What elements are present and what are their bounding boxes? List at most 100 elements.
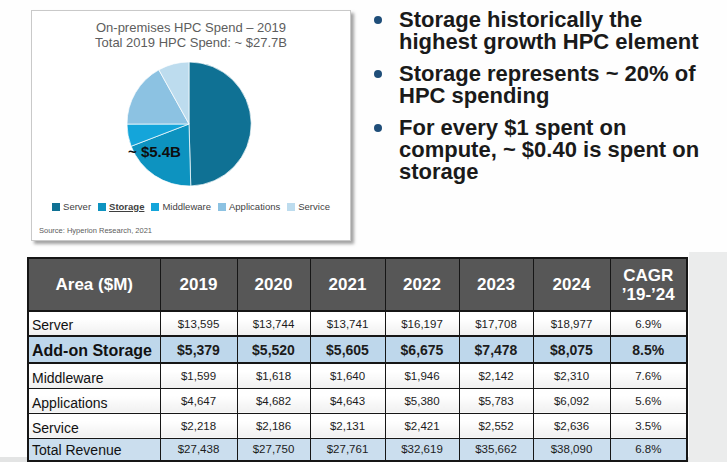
pie-title-line1: On-premises HPC Spend – 2019 <box>32 21 350 36</box>
storage-value-callout: ~ $5.4B <box>128 143 181 160</box>
legend-item-server: Server <box>52 201 91 212</box>
legend-label: Storage <box>109 201 144 212</box>
legend-swatch-icon <box>287 203 295 211</box>
legend-label: Middleware <box>162 201 211 212</box>
column-header-2020: 2020 <box>237 258 310 311</box>
pie-chart-title: On-premises HPC Spend – 2019 Total 2019 … <box>32 21 350 50</box>
cell-value: $2,552 <box>459 413 533 438</box>
cell-value: $2,142 <box>459 363 533 388</box>
cell-value: $1,618 <box>237 363 310 388</box>
slide: On-premises HPC Spend – 2019 Total 2019 … <box>0 0 727 462</box>
cell-value: $18,977 <box>533 311 610 336</box>
cell-value: $2,421 <box>385 413 459 438</box>
cell-value: $1,640 <box>310 363 385 388</box>
cell-value: $2,310 <box>533 363 610 388</box>
column-header-area-m-: Area ($M) <box>28 258 160 311</box>
table-row-server: Server$13,595$13,744$13,741$16,197$17,70… <box>28 311 687 336</box>
source-note: Source: Hyperion Research, 2021 <box>39 226 152 235</box>
bullet-icon <box>374 124 382 132</box>
cell-cagr: 7.6% <box>610 363 687 388</box>
cell-cagr: 8.5% <box>610 336 687 363</box>
legend-label: Service <box>298 201 330 212</box>
bullet-icon <box>374 16 382 24</box>
cell-value: $27,750 <box>237 438 310 461</box>
cell-value: $2,218 <box>160 413 237 438</box>
bullet-icon <box>374 70 382 78</box>
cell-area: Middleware <box>28 363 160 388</box>
pie-legend: Server Storage Middleware Applications Servi… <box>32 201 350 212</box>
bullet-text: Storage represents ~ 20% of HPC spending <box>399 61 696 108</box>
bullet-text: For every $1 spent on compute, ~ $0.40 i… <box>399 115 699 184</box>
cell-value: $1,599 <box>160 363 237 388</box>
legend-swatch-icon <box>98 203 106 211</box>
bullet-item-2: Storage represents ~ 20% of HPC spending <box>368 63 720 107</box>
cell-area: Service <box>28 413 160 438</box>
cell-cagr: 5.6% <box>610 388 687 413</box>
legend-item-middleware: Middleware <box>151 201 211 212</box>
cell-area: Server <box>28 311 160 336</box>
cell-value: $38,090 <box>533 438 610 461</box>
column-header-cagr: CAGR ’19-’24 <box>610 258 687 311</box>
cell-value: $4,682 <box>237 388 310 413</box>
table-row-total-revenue: Total Revenue$27,438$27,750$27,761$32,61… <box>28 438 687 461</box>
cell-value: $5,520 <box>237 336 310 363</box>
cell-cagr: 6.8% <box>610 438 687 461</box>
column-header-2024: 2024 <box>533 258 610 311</box>
legend-item-service: Service <box>287 201 330 212</box>
cell-area: Applications <box>28 388 160 413</box>
column-header-2023: 2023 <box>459 258 533 311</box>
cell-value: $6,675 <box>385 336 459 363</box>
cell-value: $2,131 <box>310 413 385 438</box>
cell-value: $5,783 <box>459 388 533 413</box>
cell-value: $17,708 <box>459 311 533 336</box>
cell-area: Total Revenue <box>28 438 160 461</box>
bullet-text: Storage historically the highest growth … <box>399 7 698 54</box>
cell-value: $7,478 <box>459 336 533 363</box>
cell-value: $32,619 <box>385 438 459 461</box>
table-row-add-on-storage: Add-on Storage$5,379$5,520$5,605$6,675$7… <box>28 336 687 363</box>
cell-value: $5,605 <box>310 336 385 363</box>
cell-value: $4,647 <box>160 388 237 413</box>
cell-value: $4,643 <box>310 388 385 413</box>
pie-chart-panel: On-premises HPC Spend – 2019 Total 2019 … <box>31 10 351 241</box>
bullet-item-1: Storage historically the highest growth … <box>368 9 720 53</box>
hpc-spend-table: Area ($M)201920202021202220232024CAGR ’1… <box>27 257 688 462</box>
cell-cagr: 3.5% <box>610 413 687 438</box>
column-header-2021: 2021 <box>310 258 385 311</box>
bullet-list: Storage historically the highest growth … <box>368 9 720 193</box>
cell-value: $2,636 <box>533 413 610 438</box>
right-edge-shade <box>689 252 727 462</box>
table-header-row: Area ($M)201920202021202220232024CAGR ’1… <box>28 258 687 311</box>
legend-item-applications: Applications <box>218 201 280 212</box>
legend-swatch-icon <box>218 203 226 211</box>
cell-value: $8,075 <box>533 336 610 363</box>
cell-area: Add-on Storage <box>28 336 160 363</box>
legend-swatch-icon <box>151 203 159 211</box>
column-header-2019: 2019 <box>160 258 237 311</box>
cell-value: $5,379 <box>160 336 237 363</box>
cell-value: $13,741 <box>310 311 385 336</box>
pie-slice-server <box>189 62 251 186</box>
column-header-2022: 2022 <box>385 258 459 311</box>
cell-value: $2,186 <box>237 413 310 438</box>
legend-swatch-icon <box>52 203 60 211</box>
cell-cagr: 6.9% <box>610 311 687 336</box>
pie-title-line2: Total 2019 HPC Spend: ~ $27.7B <box>32 36 350 51</box>
cell-value: $16,197 <box>385 311 459 336</box>
cell-value: $13,595 <box>160 311 237 336</box>
cell-value: $6,092 <box>533 388 610 413</box>
table-row-middleware: Middleware$1,599$1,618$1,640$1,946$2,142… <box>28 363 687 388</box>
table-row-applications: Applications$4,647$4,682$4,643$5,380$5,7… <box>28 388 687 413</box>
cell-value: $5,380 <box>385 388 459 413</box>
cell-value: $27,438 <box>160 438 237 461</box>
cell-value: $35,662 <box>459 438 533 461</box>
legend-label: Applications <box>229 201 280 212</box>
table-row-service: Service$2,218$2,186$2,131$2,421$2,552$2,… <box>28 413 687 438</box>
legend-label: Server <box>63 201 91 212</box>
cell-value: $27,761 <box>310 438 385 461</box>
bullet-item-3: For every $1 spent on compute, ~ $0.40 i… <box>368 117 720 183</box>
cell-value: $13,744 <box>237 311 310 336</box>
legend-item-storage: Storage <box>98 201 144 212</box>
pie-chart <box>124 59 254 189</box>
cell-value: $1,946 <box>385 363 459 388</box>
